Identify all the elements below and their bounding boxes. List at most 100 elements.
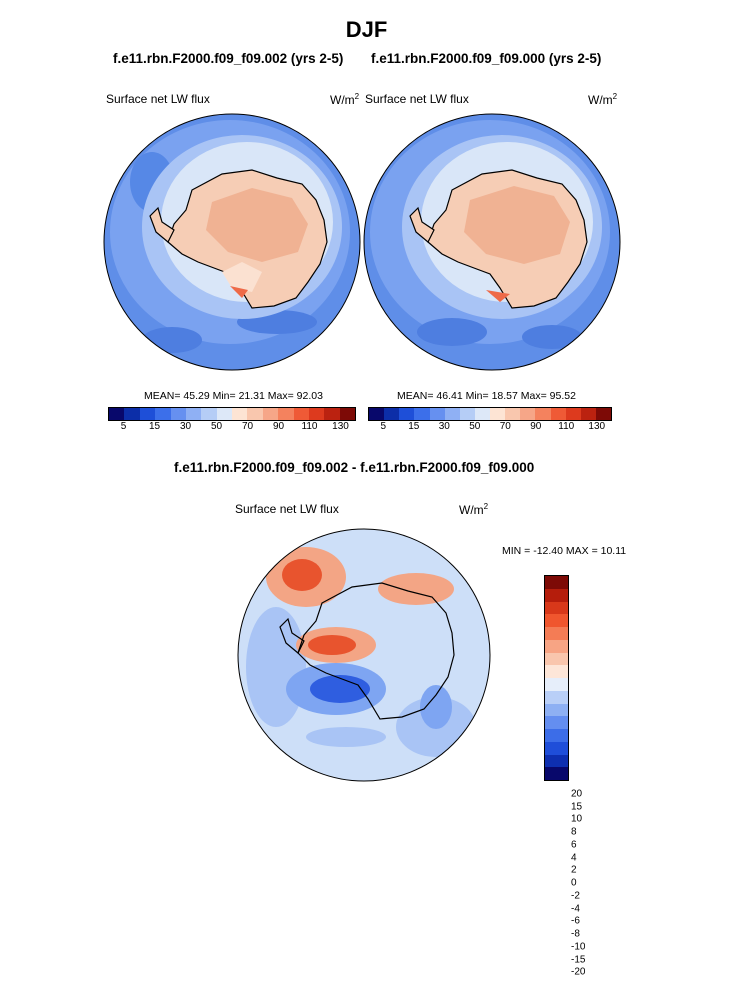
left-max-value: 92.03 xyxy=(296,390,323,402)
colorbar-cell xyxy=(170,408,186,420)
diff-units-label: W/m2 xyxy=(459,502,488,517)
ocean-dark-blob xyxy=(417,318,487,346)
right-colorbar: 5 15 30 50 70 90 110 130 xyxy=(368,407,612,435)
colorbar-cell xyxy=(324,408,340,420)
left-units-exp: 2 xyxy=(354,92,360,101)
colorbar-cell xyxy=(545,588,568,602)
colorbar-tick-label: 130 xyxy=(588,421,606,432)
map-border xyxy=(363,113,621,371)
colorbar-tick-label: 30 xyxy=(179,421,192,432)
left-stats: MEAN= 45.29 Min= 21.31 Max= 92.03 xyxy=(144,390,323,402)
colorbar-cell xyxy=(474,408,490,420)
colorbar-cell xyxy=(109,408,125,420)
colorbar-cell xyxy=(490,408,506,420)
colorbar-cell xyxy=(545,614,568,627)
ross-hot-spot xyxy=(230,286,248,298)
diff-peninsula-outline xyxy=(279,617,305,654)
colorbar-cell xyxy=(545,639,568,653)
right-max-value: 95.52 xyxy=(549,390,576,402)
colorbar-tick-label: -15 xyxy=(571,954,586,965)
colorbar-tick-label: 5 xyxy=(380,421,387,432)
colorbar-cell xyxy=(155,408,171,420)
colorbar-tick-label: 15 xyxy=(148,421,161,432)
right-mean-value: 46.41 xyxy=(436,390,463,402)
colorbar-cell xyxy=(278,408,294,420)
land-warm-patch xyxy=(206,188,308,262)
colorbar-tick-label: 90 xyxy=(530,421,542,432)
ocean-dark-blob-2 xyxy=(142,327,202,353)
diff-neg-ring xyxy=(246,607,306,727)
right-units-label: W/m2 xyxy=(588,92,617,107)
peninsula-outline xyxy=(409,206,435,243)
colorbar-cell xyxy=(339,408,355,420)
colorbar-tick-label: 110 xyxy=(558,421,575,432)
right-mean-label: MEAN= xyxy=(397,390,434,402)
colorbar-cell xyxy=(545,601,568,615)
colorbar-tick-label: 70 xyxy=(241,421,254,432)
colorbar-cell xyxy=(545,703,568,717)
colorbar-tick-label: 130 xyxy=(332,421,349,432)
colorbar-cell xyxy=(444,408,460,420)
colorbar-tick-label: 2 xyxy=(571,864,577,876)
diff-units-exp: 2 xyxy=(483,502,489,511)
colorbar-tick-label: -10 xyxy=(571,941,586,953)
colorbar-cell xyxy=(293,408,309,420)
colorbar-cell xyxy=(399,408,415,420)
colorbar-cell xyxy=(580,408,596,420)
diff-colorbar-cells xyxy=(544,575,569,781)
left-min-value: 21.31 xyxy=(238,390,265,402)
colorbar-cell xyxy=(185,408,202,420)
diff-neg-bottom xyxy=(306,727,386,747)
colorbar-cell xyxy=(545,741,568,755)
map-border xyxy=(103,113,361,371)
colorbar-tick-label: -8 xyxy=(571,928,580,940)
right-units-exp: 2 xyxy=(612,92,618,101)
diff-neg-sw-strong xyxy=(310,675,370,703)
colorbar-cell xyxy=(429,408,445,420)
left-polar-map xyxy=(103,113,361,371)
right-variable-label: Surface net LW flux xyxy=(365,92,469,106)
colorbar-tick-label: 50 xyxy=(469,421,481,432)
colorbar-cell xyxy=(565,408,581,420)
diff-title: f.e11.rbn.F2000.f09_f09.002 - f.e11.rbn.… xyxy=(174,460,535,475)
colorbar-cell xyxy=(459,408,475,420)
colorbar-cell xyxy=(414,408,430,420)
colorbar-tick-label: 50 xyxy=(210,421,223,432)
right-polar-map xyxy=(363,113,621,371)
right-case-title: f.e11.rbn.F2000.f09_f09.000 (yrs 2-5) xyxy=(371,51,602,66)
right-max-label: Max= xyxy=(520,390,547,402)
colorbar-cell xyxy=(505,408,521,420)
colorbar-cell xyxy=(232,408,248,420)
diff-neg-se xyxy=(420,685,452,729)
right-min-label: Min= xyxy=(465,390,489,402)
diff-units-text: W/m xyxy=(459,503,484,517)
colorbar-tick-label: 15 xyxy=(571,801,583,812)
ocean-dark-blob-2 xyxy=(522,325,582,349)
colorbar-cell xyxy=(369,408,385,420)
colorbar-tick-label: -20 xyxy=(571,966,586,978)
diff-colorbar: 20 15 10 8 6 4 2 0 -2 -4 -6 -8 -10 -15 -20 xyxy=(544,575,624,978)
colorbar-tick-label: -4 xyxy=(571,903,580,914)
colorbar-tick-label: -2 xyxy=(571,890,580,902)
left-case-title: f.e11.rbn.F2000.f09_f09.002 (yrs 2-5) xyxy=(113,51,344,66)
season-title: DJF xyxy=(345,17,388,42)
colorbar-cell xyxy=(308,408,325,420)
left-units-label: W/m2 xyxy=(330,92,359,107)
left-units-text: W/m xyxy=(330,93,355,107)
land-warm-patch xyxy=(464,186,570,264)
colorbar-cell xyxy=(550,408,566,420)
diff-pos-ne xyxy=(378,573,454,605)
colorbar-tick-label: 90 xyxy=(272,421,285,432)
left-colorbar-cells xyxy=(108,407,356,421)
colorbar-cell xyxy=(545,665,568,678)
colorbar-tick-label: 110 xyxy=(301,421,318,432)
colorbar-tick-label: 30 xyxy=(438,421,450,432)
colorbar-cell xyxy=(520,408,536,420)
right-min-value: 18.57 xyxy=(491,390,518,402)
colorbar-tick-label: 4 xyxy=(571,852,577,863)
diff-minmax: MIN = -12.40 MAX = 10.11 xyxy=(502,545,627,557)
left-min-label: Min= xyxy=(212,390,236,402)
colorbar-cell xyxy=(384,408,400,420)
diff-antarctica-outline xyxy=(297,582,455,720)
left-max-label: Max= xyxy=(267,390,294,402)
